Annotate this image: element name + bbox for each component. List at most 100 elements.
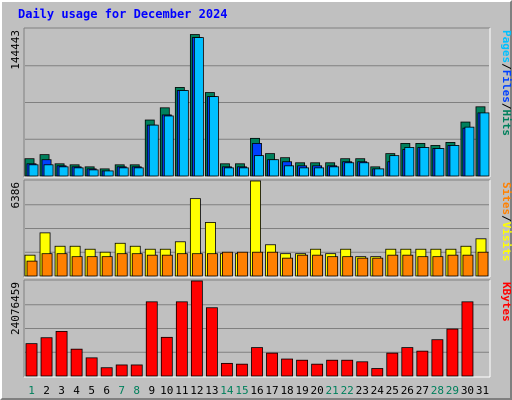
legend-separator: / [500, 103, 512, 110]
x-tick-label-6: 6 [103, 384, 110, 397]
x-tick-label-18: 18 [280, 384, 293, 397]
x-tick-label-25: 25 [386, 384, 399, 397]
bar-pages-20 [314, 167, 325, 177]
bar-kbytes-5 [85, 357, 98, 377]
x-tick-label-7: 7 [118, 384, 125, 397]
bar-kbytes-30 [461, 301, 474, 377]
bar-kbytes-25 [386, 352, 399, 377]
x-tick-label-15: 15 [235, 384, 248, 397]
bar-kbytes-17 [266, 352, 278, 377]
bar-pages-11 [178, 90, 189, 177]
bar-sites-25 [387, 254, 399, 277]
x-tick-label-3: 3 [58, 384, 65, 397]
bar-kbytes-4 [70, 348, 83, 377]
x-tick-label-16: 16 [250, 384, 263, 397]
bar-pages-7 [118, 167, 129, 177]
x-tick-label-1: 1 [28, 384, 35, 397]
bar-pages-27 [419, 147, 430, 177]
bar-sites-18 [282, 257, 293, 277]
x-tick-label-19: 19 [295, 384, 308, 397]
bar-sites-24 [372, 257, 384, 277]
bar-pages-29 [449, 145, 460, 177]
bar-kbytes-11 [175, 301, 188, 377]
panel-hits_files_pages: 144443 Pages/Files/Hits [9, 27, 512, 178]
bar-pages-6 [103, 170, 114, 177]
bar-pages-22 [344, 162, 355, 177]
bar-sites-29 [447, 254, 459, 277]
bar-sites-16 [252, 251, 263, 277]
x-tick-label-24: 24 [371, 384, 385, 397]
bar-pages-9 [148, 124, 159, 177]
bar-pages-25 [389, 155, 400, 177]
bar-sites-9 [146, 254, 158, 277]
bar-sites-20 [312, 254, 324, 277]
bar-kbytes-9 [145, 301, 158, 377]
bar-sites-10 [161, 254, 173, 277]
y-max-label: 24076459 [9, 282, 22, 335]
bar-pages-23 [359, 162, 370, 177]
bar-pages-21 [329, 166, 340, 177]
x-tick-label-11: 11 [175, 384, 188, 397]
bar-sites-17 [267, 251, 278, 277]
x-tick-label-2: 2 [43, 384, 50, 397]
bar-sites-8 [131, 253, 143, 277]
x-tick-label-4: 4 [73, 384, 80, 397]
bar-kbytes-3 [55, 331, 68, 377]
x-tick-label-22: 22 [341, 384, 354, 397]
bar-pages-28 [434, 148, 445, 177]
bar-pages-8 [133, 167, 144, 177]
bar-pages-24 [374, 168, 385, 177]
legend: Sites/Visits [500, 182, 512, 262]
bar-kbytes-7 [115, 364, 128, 377]
bar-kbytes-21 [326, 359, 339, 377]
legend-item-files: Files [500, 70, 512, 103]
bar-sites-3 [56, 253, 68, 277]
legend-separator: / [500, 63, 512, 70]
x-tick-label-30: 30 [461, 384, 474, 397]
y-max-label: 6386 [9, 182, 22, 209]
x-tick-label-8: 8 [133, 384, 140, 397]
bar-kbytes-15 [236, 363, 248, 377]
bar-sites-2 [41, 253, 53, 277]
bar-kbytes-29 [446, 328, 459, 377]
legend-item-sites: Sites [500, 182, 512, 215]
x-tick-label-26: 26 [401, 384, 414, 397]
x-tick-label-14: 14 [220, 384, 234, 397]
x-tick-label-10: 10 [160, 384, 173, 397]
legend-item-hits: Hits [500, 110, 512, 137]
bar-pages-12 [193, 37, 204, 177]
bar-kbytes-23 [356, 361, 369, 377]
bar-sites-12 [191, 253, 203, 277]
legend-item-visits: Visits [500, 222, 512, 262]
bar-pages-14 [224, 167, 234, 177]
bar-sites-1 [26, 260, 38, 277]
bar-sites-23 [357, 257, 369, 277]
y-max-label: 144443 [9, 30, 22, 70]
bar-pages-5 [88, 169, 99, 177]
x-tick-label-23: 23 [356, 384, 369, 397]
bar-pages-31 [479, 112, 490, 177]
bar-sites-19 [297, 254, 309, 277]
bar-pages-2 [43, 164, 54, 177]
bar-kbytes-26 [401, 347, 414, 377]
bar-kbytes-22 [341, 359, 354, 377]
bar-pages-15 [239, 167, 249, 177]
bar-pages-19 [299, 167, 310, 177]
bar-pages-13 [208, 96, 219, 177]
bar-sites-14 [222, 251, 233, 277]
bar-kbytes-10 [160, 336, 173, 377]
bar-sites-15 [237, 251, 248, 277]
bar-pages-30 [464, 126, 475, 177]
x-tick-label-28: 28 [431, 384, 444, 397]
bar-sites-11 [176, 253, 188, 277]
legend-item-kbytes: KBytes [500, 282, 512, 322]
bar-sites-31 [477, 251, 489, 277]
bar-kbytes-12 [190, 280, 203, 377]
legend-item-pages: Pages [500, 30, 512, 63]
x-tick-label-13: 13 [205, 384, 218, 397]
bar-kbytes-19 [296, 359, 309, 377]
bar-pages-18 [284, 165, 294, 177]
bar-sites-26 [402, 254, 414, 277]
legend-separator: / [500, 215, 512, 222]
